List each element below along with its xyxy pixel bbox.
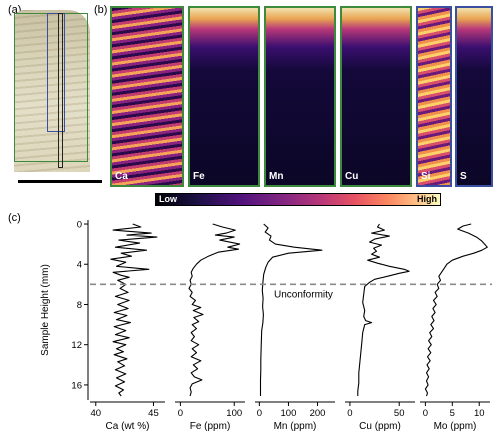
map-ca: Ca <box>110 6 184 187</box>
x-tick-label: 5 <box>450 408 455 419</box>
series-line-ca <box>110 223 158 397</box>
map-label-si: Si <box>421 171 431 182</box>
colorbar-low-label: Low <box>159 194 177 204</box>
map-si: Si <box>416 6 452 187</box>
x-tick-label: 100 <box>226 408 242 419</box>
color-scale-bar: Low High <box>155 193 441 206</box>
x-axis-title-mo: Mo (ppm) <box>434 421 477 432</box>
scale-bar <box>18 180 102 183</box>
map-label-s: S <box>460 171 467 182</box>
map-cu: Cu <box>340 6 412 187</box>
x-axis-title-fe: Fe (ppm) <box>190 421 231 432</box>
x-tick-label: 0 <box>178 408 183 419</box>
blue-outline-box <box>47 13 65 132</box>
map-label-cu: Cu <box>345 171 359 182</box>
x-tick-label: 200 <box>310 408 326 419</box>
black-outline-box <box>58 13 63 168</box>
series-line-mn <box>259 223 323 396</box>
x-axis-title-cu: Cu (ppm) <box>359 421 401 432</box>
x-tick-label: 0 <box>257 408 262 419</box>
y-tick-label: 8 <box>77 300 82 311</box>
x-tick-label: 100 <box>281 408 297 419</box>
series-line-cu <box>357 223 410 396</box>
sample-photo <box>14 10 90 172</box>
x-tick-label: 40 <box>90 408 101 419</box>
y-tick-label: 4 <box>77 260 82 271</box>
panel-label-b: (b) <box>94 4 108 16</box>
map-label-mn: Mn <box>269 171 284 182</box>
series-line-mo <box>424 223 488 397</box>
panel-label-c: (c) <box>8 212 21 224</box>
x-axis-title-mn: Mn (ppm) <box>274 421 317 432</box>
y-axis-title: Sample Height (mm) <box>40 264 51 356</box>
x-axis-title-ca: Ca (wt %) <box>106 421 150 432</box>
x-tick-label: 45 <box>148 408 159 419</box>
series-line-fe <box>188 223 241 397</box>
unconformity-label: Unconformity <box>274 289 333 300</box>
y-tick-label: 0 <box>77 220 82 231</box>
colorbar-high-label: High <box>417 194 437 204</box>
map-s: S <box>455 6 493 187</box>
x-tick-label: 50 <box>394 408 405 419</box>
x-tick-label: 0 <box>347 408 352 419</box>
y-tick-label: 16 <box>71 380 82 391</box>
y-tick-label: 12 <box>71 340 82 351</box>
x-tick-label: 10 <box>474 408 485 419</box>
map-mn: Mn <box>264 6 336 187</box>
map-label-ca: Ca <box>115 171 128 182</box>
map-fe: Fe <box>188 6 260 187</box>
x-tick-label: 0 <box>423 408 428 419</box>
map-label-fe: Fe <box>193 171 205 182</box>
